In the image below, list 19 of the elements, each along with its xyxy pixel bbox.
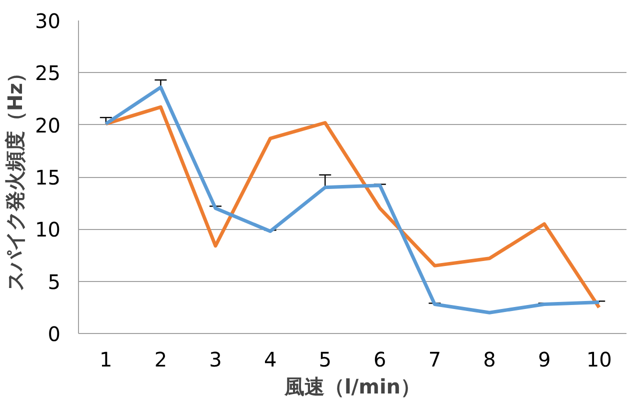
x-tick-label: 7: [428, 348, 442, 372]
x-tick-label: 4: [264, 348, 277, 372]
y-tick-label: 20: [35, 113, 61, 138]
y-tick-label: 30: [35, 9, 61, 33]
x-tick-label: 5: [318, 348, 332, 372]
x-tick-label: 8: [483, 348, 496, 372]
x-axis-title: 風速（l/min）: [283, 374, 421, 398]
y-tick-label: 10: [35, 218, 61, 242]
y-tick-label: 5: [48, 270, 61, 294]
x-tick-label: 3: [209, 348, 222, 372]
x-tick-label: 1: [100, 348, 112, 372]
x-tick-label: 10: [586, 348, 612, 372]
y-tick-label: 0: [48, 322, 61, 346]
x-tick-label: 6: [374, 348, 386, 372]
y-tick-label: 25: [35, 61, 61, 86]
x-tick-label: 9: [538, 348, 551, 372]
y-axis-title: スパイク発火頻度（Hz）: [3, 62, 28, 292]
y-tick-label: 15: [35, 166, 61, 190]
x-tick-label: 2: [154, 348, 168, 372]
